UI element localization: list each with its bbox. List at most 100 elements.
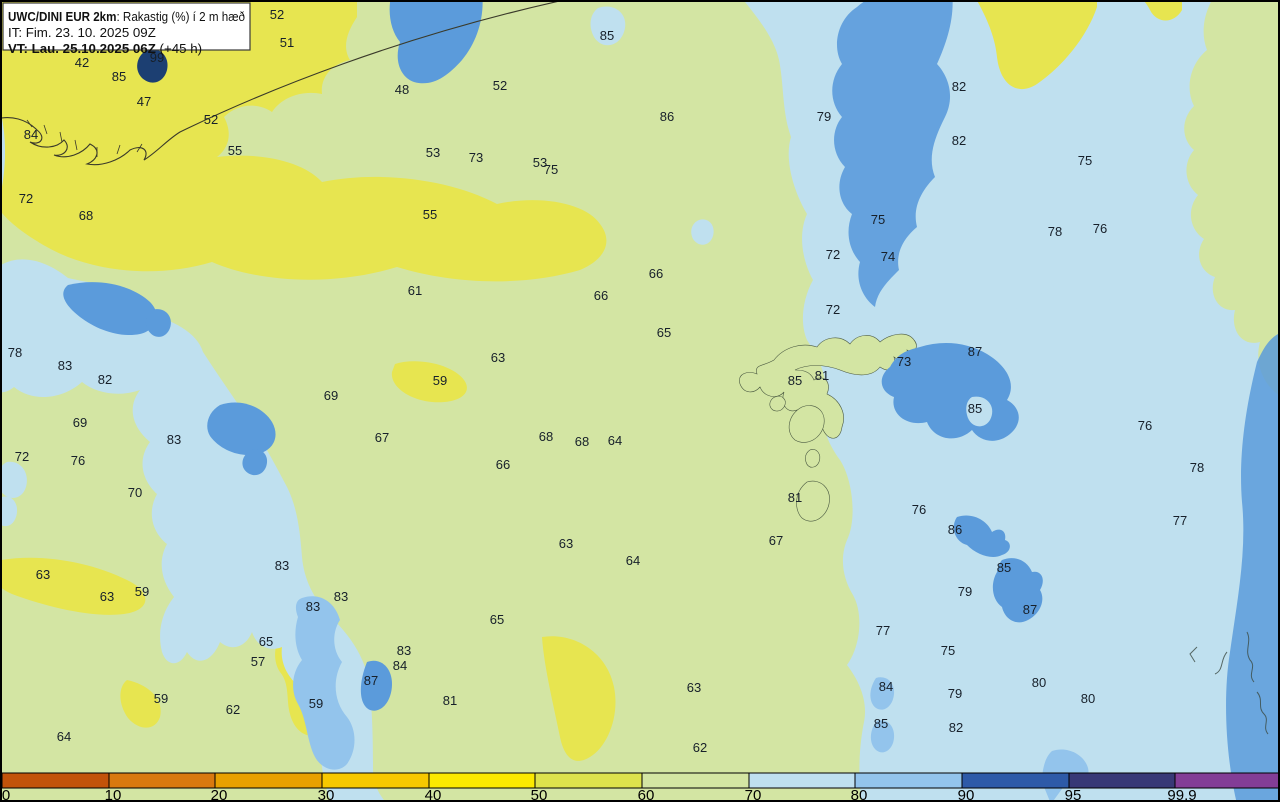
svg-text:65: 65 — [657, 325, 671, 340]
svg-text:70: 70 — [745, 787, 762, 802]
svg-text:72: 72 — [15, 449, 29, 464]
svg-text:52: 52 — [270, 7, 284, 22]
svg-text:47: 47 — [137, 94, 151, 109]
svg-text:86: 86 — [948, 522, 962, 537]
svg-text:85: 85 — [112, 69, 126, 84]
svg-text:80: 80 — [1032, 675, 1046, 690]
svg-text:60: 60 — [638, 787, 655, 802]
svg-text:86: 86 — [660, 109, 674, 124]
svg-text:95: 95 — [1065, 787, 1082, 802]
svg-text:87: 87 — [1023, 602, 1037, 617]
svg-text:30: 30 — [318, 787, 335, 802]
svg-text:83: 83 — [306, 599, 320, 614]
svg-text:73: 73 — [897, 354, 911, 369]
svg-text:99.9: 99.9 — [1167, 787, 1196, 802]
svg-text:76: 76 — [1093, 221, 1107, 236]
svg-text:75: 75 — [544, 162, 558, 177]
svg-text:59: 59 — [154, 691, 168, 706]
svg-text:53: 53 — [426, 145, 440, 160]
svg-text:55: 55 — [228, 143, 242, 158]
svg-text:66: 66 — [649, 266, 663, 281]
svg-text:84: 84 — [393, 658, 407, 673]
svg-text:63: 63 — [36, 567, 50, 582]
svg-text:67: 67 — [375, 430, 389, 445]
svg-text:76: 76 — [1138, 418, 1152, 433]
svg-text:77: 77 — [1173, 513, 1187, 528]
svg-text:63: 63 — [559, 536, 573, 551]
svg-text:79: 79 — [817, 109, 831, 124]
svg-text:80: 80 — [851, 787, 868, 802]
svg-text:0: 0 — [2, 787, 10, 802]
svg-text:64: 64 — [57, 729, 71, 744]
svg-text:82: 82 — [949, 720, 963, 735]
svg-text:69: 69 — [73, 415, 87, 430]
svg-text:59: 59 — [309, 696, 323, 711]
svg-text:59: 59 — [433, 373, 447, 388]
svg-text:40: 40 — [425, 787, 442, 802]
svg-text:52: 52 — [204, 112, 218, 127]
svg-text:78: 78 — [1190, 460, 1204, 475]
svg-text:64: 64 — [626, 553, 640, 568]
svg-text:77: 77 — [876, 623, 890, 638]
svg-text:63: 63 — [491, 350, 505, 365]
svg-text:59: 59 — [135, 584, 149, 599]
svg-text:81: 81 — [788, 490, 802, 505]
svg-text:73: 73 — [469, 150, 483, 165]
svg-text:79: 79 — [948, 686, 962, 701]
svg-text:78: 78 — [1048, 224, 1062, 239]
svg-text:83: 83 — [167, 432, 181, 447]
svg-text:85: 85 — [600, 28, 614, 43]
svg-text:50: 50 — [531, 787, 548, 802]
svg-text:76: 76 — [71, 453, 85, 468]
svg-text:75: 75 — [941, 643, 955, 658]
svg-text:81: 81 — [443, 693, 457, 708]
svg-text:65: 65 — [490, 612, 504, 627]
svg-text:20: 20 — [211, 787, 228, 802]
svg-text:51: 51 — [280, 35, 294, 50]
svg-text:68: 68 — [539, 429, 553, 444]
svg-text:74: 74 — [881, 249, 895, 264]
svg-text:61: 61 — [408, 283, 422, 298]
svg-text:82: 82 — [98, 372, 112, 387]
svg-text:83: 83 — [275, 558, 289, 573]
svg-text:83: 83 — [58, 358, 72, 373]
svg-text:10: 10 — [105, 787, 122, 802]
svg-text:55: 55 — [423, 207, 437, 222]
svg-text:66: 66 — [594, 288, 608, 303]
svg-text:84: 84 — [24, 127, 38, 142]
svg-text:66: 66 — [496, 457, 510, 472]
svg-text:75: 75 — [1078, 153, 1092, 168]
svg-text:75: 75 — [871, 212, 885, 227]
svg-text:78: 78 — [8, 345, 22, 360]
svg-text:63: 63 — [100, 589, 114, 604]
svg-text:68: 68 — [575, 434, 589, 449]
svg-text:VT: Lau. 25.10.2025 06Z (+45 h: VT: Lau. 25.10.2025 06Z (+45 h) — [8, 41, 202, 56]
svg-text:83: 83 — [397, 643, 411, 658]
svg-text:70: 70 — [128, 485, 142, 500]
svg-text:87: 87 — [364, 673, 378, 688]
svg-text:82: 82 — [952, 79, 966, 94]
svg-text:76: 76 — [912, 502, 926, 517]
svg-text:84: 84 — [879, 679, 893, 694]
svg-text:69: 69 — [324, 388, 338, 403]
svg-text:72: 72 — [19, 191, 33, 206]
svg-text:64: 64 — [608, 433, 622, 448]
svg-text:62: 62 — [693, 740, 707, 755]
svg-text:65: 65 — [259, 634, 273, 649]
svg-text:62: 62 — [226, 702, 240, 717]
svg-text:81: 81 — [815, 368, 829, 383]
svg-text:72: 72 — [826, 302, 840, 317]
svg-text:85: 85 — [874, 716, 888, 731]
svg-text:63: 63 — [687, 680, 701, 695]
svg-text:79: 79 — [958, 584, 972, 599]
svg-text:85: 85 — [968, 401, 982, 416]
svg-text:IT: Fim. 23. 10. 2025 09Z: IT: Fim. 23. 10. 2025 09Z — [8, 25, 156, 40]
svg-text:87: 87 — [968, 344, 982, 359]
svg-text:72: 72 — [826, 247, 840, 262]
svg-text:67: 67 — [769, 533, 783, 548]
svg-text:48: 48 — [395, 82, 409, 97]
svg-text:82: 82 — [952, 133, 966, 148]
svg-text:80: 80 — [1081, 691, 1095, 706]
svg-text:83: 83 — [334, 589, 348, 604]
svg-text:57: 57 — [251, 654, 265, 669]
